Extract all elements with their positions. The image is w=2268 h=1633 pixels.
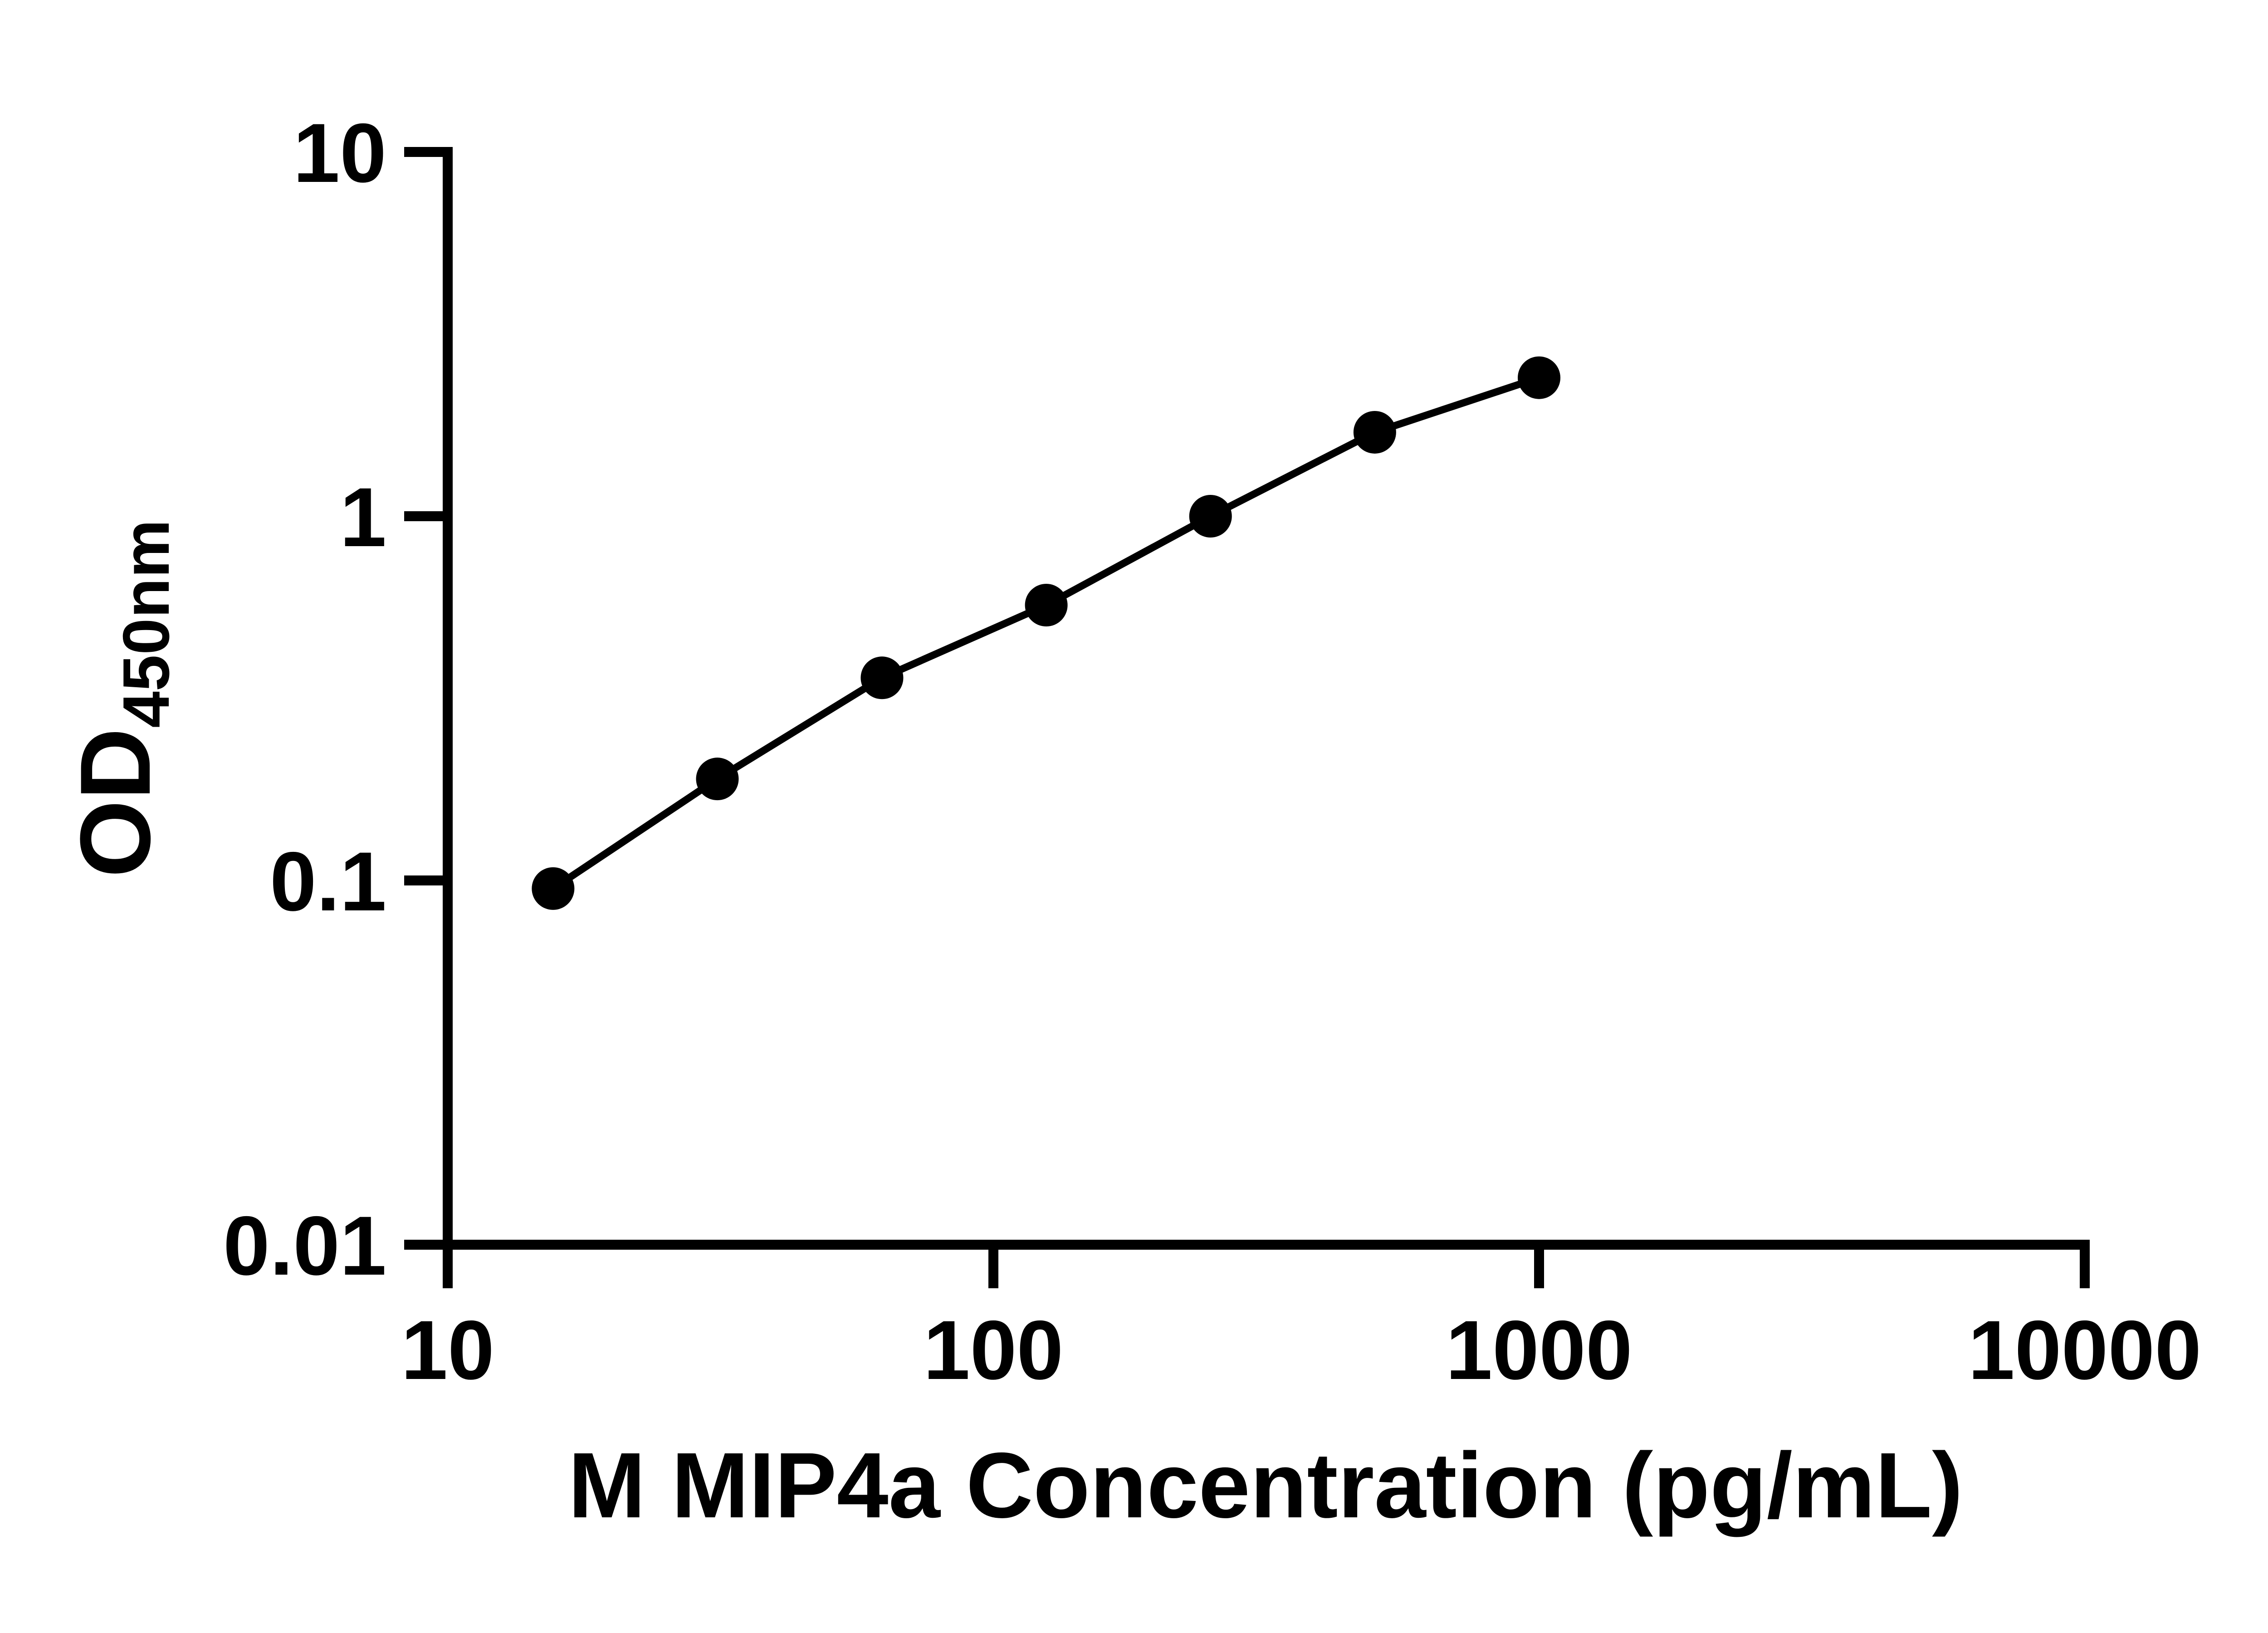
y-axis-title-subscript: 450nm bbox=[109, 519, 183, 728]
data-point bbox=[1353, 411, 1396, 454]
y-axis-title: OD450nm bbox=[59, 519, 183, 877]
y-tick bbox=[404, 511, 448, 521]
x-tick bbox=[2080, 1245, 2090, 1288]
x-tick bbox=[988, 1245, 998, 1288]
y-tick-label: 0.01 bbox=[223, 1199, 386, 1293]
data-point bbox=[696, 758, 739, 801]
y-axis-line bbox=[443, 147, 453, 1250]
axes-layer bbox=[443, 147, 2090, 1250]
x-tick-label: 10000 bbox=[1968, 1304, 2201, 1397]
data-point bbox=[860, 656, 904, 699]
x-tick-label: 10 bbox=[401, 1304, 494, 1397]
y-tick-label: 10 bbox=[293, 107, 386, 200]
x-tick-label: 1000 bbox=[1446, 1304, 1633, 1397]
ticks-layer bbox=[404, 147, 2090, 1288]
y-tick-label: 1 bbox=[340, 471, 386, 564]
data-point bbox=[532, 867, 575, 910]
x-tick-label: 100 bbox=[924, 1304, 1064, 1397]
data-point bbox=[1025, 584, 1068, 627]
x-axis-title: M MIP4a Concentration (pg/mL) bbox=[568, 1433, 1963, 1537]
x-tick bbox=[443, 1245, 453, 1288]
data-point bbox=[1189, 495, 1232, 538]
x-axis-line bbox=[443, 1240, 2090, 1250]
y-tick bbox=[404, 875, 448, 885]
y-tick bbox=[404, 1240, 448, 1250]
y-axis-title-main: OD bbox=[59, 728, 171, 878]
y-tick-label: 0.1 bbox=[270, 835, 386, 929]
x-tick bbox=[1534, 1245, 1544, 1288]
series-layer bbox=[532, 356, 1560, 910]
standard-curve-line bbox=[549, 374, 1543, 892]
y-tick bbox=[404, 147, 448, 157]
data-point bbox=[1518, 356, 1560, 399]
